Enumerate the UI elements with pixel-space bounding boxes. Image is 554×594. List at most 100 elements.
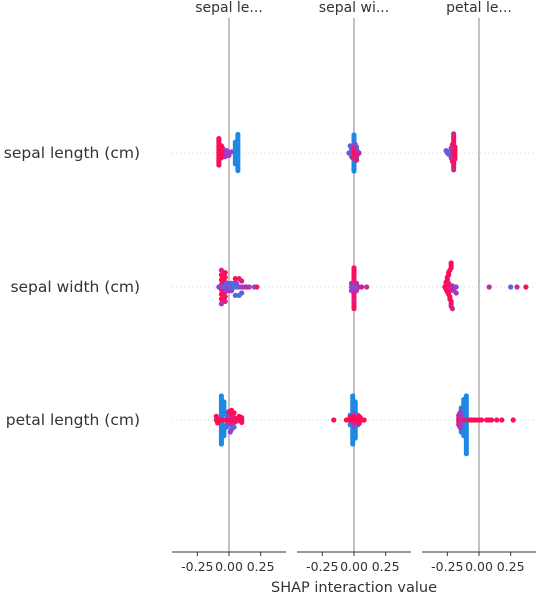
data-point xyxy=(357,415,363,421)
data-point xyxy=(508,284,514,290)
data-point xyxy=(216,284,222,290)
data-point xyxy=(222,298,228,304)
data-point xyxy=(486,284,492,290)
data-point xyxy=(351,168,357,174)
data-point xyxy=(356,421,362,427)
data-point xyxy=(499,417,505,423)
data-point xyxy=(246,284,252,290)
data-point xyxy=(478,417,485,423)
data-point xyxy=(514,284,520,290)
data-point xyxy=(457,424,463,430)
x-tick-label: 0.25 xyxy=(497,559,525,574)
data-point xyxy=(232,292,238,298)
data-point xyxy=(218,267,224,273)
data-point xyxy=(218,301,224,307)
data-point xyxy=(463,451,469,457)
data-point xyxy=(218,296,224,302)
data-point xyxy=(222,274,228,280)
data-point xyxy=(223,424,230,430)
x-tick-label: 0.25 xyxy=(372,559,400,574)
data-point xyxy=(494,417,500,423)
data-point xyxy=(355,151,361,157)
data-point xyxy=(448,155,454,161)
x-tick-label: -0.25 xyxy=(306,559,338,574)
data-point xyxy=(239,278,245,284)
data-point xyxy=(239,415,245,421)
panel-r2-c1 xyxy=(331,393,367,447)
panel-r2-c2 xyxy=(456,393,516,457)
data-point xyxy=(215,420,221,426)
data-point xyxy=(226,409,232,415)
data-point xyxy=(489,417,495,423)
row-label-1: sepal width (cm) xyxy=(10,278,140,296)
x-tick-label: -0.25 xyxy=(181,559,213,574)
row-label-0: sepal length (cm) xyxy=(4,144,140,162)
column-title-2: petal le... xyxy=(446,0,512,16)
panel-r2-c0 xyxy=(213,393,245,447)
row-label-2: petal length (cm) xyxy=(6,411,140,429)
data-point xyxy=(457,410,463,416)
data-point xyxy=(449,306,455,312)
x-tick-label: -0.25 xyxy=(431,559,463,574)
data-point xyxy=(220,284,226,290)
x-tick-label: 0.25 xyxy=(247,559,275,574)
data-point xyxy=(458,429,464,435)
data-point xyxy=(235,167,241,174)
data-point xyxy=(346,150,352,156)
x-tick-label: 0.00 xyxy=(215,559,243,574)
data-point xyxy=(448,145,454,151)
data-point xyxy=(461,433,467,439)
data-point xyxy=(228,288,235,294)
data-point xyxy=(351,145,357,151)
data-point xyxy=(348,288,355,294)
data-point xyxy=(239,419,245,425)
panels-layer xyxy=(172,18,536,552)
data-point xyxy=(461,417,467,423)
data-point xyxy=(232,276,238,282)
data-point xyxy=(510,417,516,423)
panel-r1-c1 xyxy=(348,265,370,312)
data-point xyxy=(218,272,224,278)
panel-r0-c0 xyxy=(216,131,241,174)
x-tick-label: 0.00 xyxy=(465,559,493,574)
data-point xyxy=(453,284,459,290)
column-titles: sepal le... sepal wi... petal le... xyxy=(195,0,512,16)
data-point xyxy=(353,288,360,294)
data-point xyxy=(523,284,529,290)
data-point xyxy=(351,306,357,312)
data-point xyxy=(359,284,365,290)
data-point xyxy=(223,284,230,290)
data-point xyxy=(227,429,233,435)
column-title-1: sepal wi... xyxy=(319,0,389,16)
panel-r0-c2 xyxy=(443,131,458,173)
data-point xyxy=(218,441,224,447)
panel-r1-c2 xyxy=(442,260,529,312)
data-point xyxy=(218,277,224,283)
data-point xyxy=(353,157,360,163)
panel-r1-c0 xyxy=(216,267,260,307)
data-point xyxy=(239,290,245,296)
data-point xyxy=(222,270,228,276)
data-point xyxy=(443,148,449,154)
data-point xyxy=(232,161,238,167)
data-point xyxy=(352,435,358,441)
data-point xyxy=(221,433,227,439)
data-point xyxy=(216,162,222,168)
data-point xyxy=(222,294,228,300)
data-point xyxy=(447,288,453,294)
row-labels: sepal length (cm) sepal width (cm) petal l… xyxy=(4,144,140,429)
data-point xyxy=(351,423,357,429)
data-point xyxy=(218,148,224,154)
data-point xyxy=(222,150,228,156)
data-point xyxy=(347,414,353,420)
data-point xyxy=(234,280,240,286)
column-title-0: sepal le... xyxy=(195,0,263,16)
data-point xyxy=(228,149,235,155)
data-point xyxy=(350,155,356,161)
x-axis-title: SHAP interaction value xyxy=(271,580,437,594)
panel-r0-c1 xyxy=(346,132,362,174)
data-point xyxy=(364,284,370,290)
data-point xyxy=(218,291,224,297)
